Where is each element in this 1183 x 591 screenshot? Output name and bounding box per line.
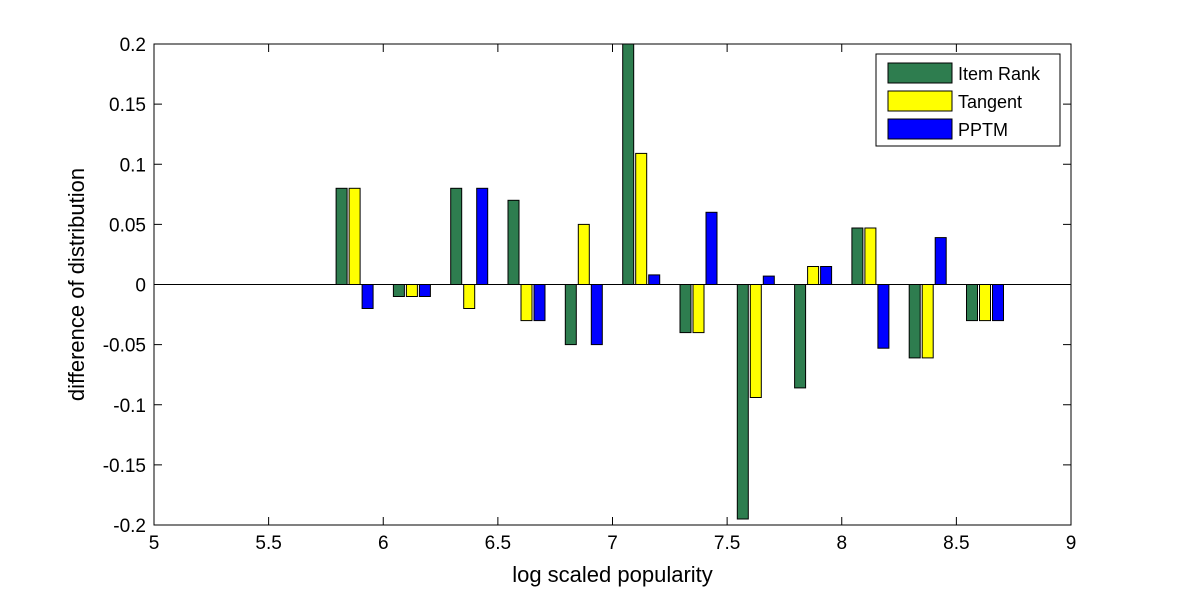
- bar-tangent-6: [692, 284, 705, 334]
- bar-pptm-4: [590, 284, 603, 346]
- bar-item-rank-9: [851, 227, 864, 285]
- x-axis-title: log scaled popularity: [512, 562, 713, 587]
- y-tick-label: 0.15: [109, 95, 146, 116]
- bar-item-rank-8: [794, 284, 807, 389]
- bar-tangent-11: [979, 284, 991, 322]
- bar-pptm-3: [533, 284, 546, 322]
- x-tick-label: 7.5: [714, 533, 740, 554]
- bar-item-rank-4: [564, 284, 577, 346]
- bar-tangent-10: [921, 284, 934, 359]
- bar-pptm-0: [361, 284, 374, 309]
- y-tick-label: 0.05: [109, 215, 146, 236]
- x-tick-label: 5.5: [255, 533, 281, 554]
- axis-ticks: 5 5.5 6 6.5 7 7.5 8 8.5 9 -0.2 -0.15 -0.1 -0.05 0 0.05…: [103, 35, 1077, 554]
- bar-tangent-8: [807, 266, 820, 285]
- bar-item-rank-2: [450, 187, 463, 285]
- bar-item-rank-6: [679, 284, 692, 334]
- bar-item-rank-0: [335, 187, 348, 285]
- x-tick-label: 8: [836, 533, 847, 554]
- legend-swatch-tangent: [887, 90, 953, 112]
- bar-tangent-5: [635, 152, 648, 285]
- y-axis-title: difference of distribution: [64, 168, 89, 401]
- y-tick-label: -0.05: [103, 336, 146, 357]
- bar-tangent-2: [463, 284, 476, 309]
- y-tick-label: 0.2: [120, 35, 146, 56]
- bar-pptm-10: [934, 237, 947, 286]
- bar-tangent-3: [520, 284, 533, 322]
- y-tick-label: -0.15: [103, 456, 146, 477]
- bar-pptm-11: [992, 284, 1004, 322]
- bar-tangent-4: [577, 223, 590, 285]
- x-tick-label: 5: [149, 533, 160, 554]
- x-tick-label: 6: [378, 533, 389, 554]
- legend-label: Tangent: [958, 92, 1022, 112]
- bar-pptm-5: [648, 274, 661, 285]
- legend-label: PPTM: [958, 120, 1008, 140]
- y-tick-label: -0.1: [113, 396, 146, 417]
- bar-pptm-2: [476, 187, 489, 285]
- x-tick-label: 9: [1066, 533, 1077, 554]
- bar-item-rank-1: [392, 284, 405, 297]
- bar-item-rank-5: [622, 43, 635, 285]
- legend: Item Rank Tangent PPTM: [875, 53, 1061, 147]
- y-tick-label: 0.1: [120, 155, 146, 176]
- bar-tangent-9: [864, 227, 877, 285]
- bar-pptm-9: [877, 284, 890, 349]
- y-tick-label: -0.2: [113, 516, 146, 537]
- bar-item-rank-7: [736, 284, 749, 520]
- x-tick-label: 7: [607, 533, 618, 554]
- bar-pptm-1: [418, 284, 431, 297]
- bar-pptm-8: [820, 266, 833, 285]
- bar-tangent-1: [405, 284, 418, 297]
- bar-item-rank-11: [966, 284, 978, 322]
- x-tick-label: 8.5: [943, 533, 969, 554]
- bar-item-rank-3: [507, 199, 520, 285]
- y-tick-label: 0: [135, 276, 146, 297]
- bar-item-rank-10: [908, 284, 921, 359]
- legend-label: Item Rank: [958, 64, 1041, 84]
- legend-swatch-item-rank: [887, 62, 953, 84]
- legend-swatch-pptm: [887, 118, 953, 140]
- bar-tangent-7: [749, 284, 762, 398]
- plot-area: 5 5.5 6 6.5 7 7.5 8 8.5 9 -0.2 -0.15 -0.1 -0.05 0 0.05…: [103, 35, 1077, 554]
- bar-tangent-0: [348, 187, 361, 285]
- bar-pptm-7: [762, 275, 775, 286]
- x-tick-label: 6.5: [485, 533, 511, 554]
- bar-pptm-6: [705, 211, 718, 285]
